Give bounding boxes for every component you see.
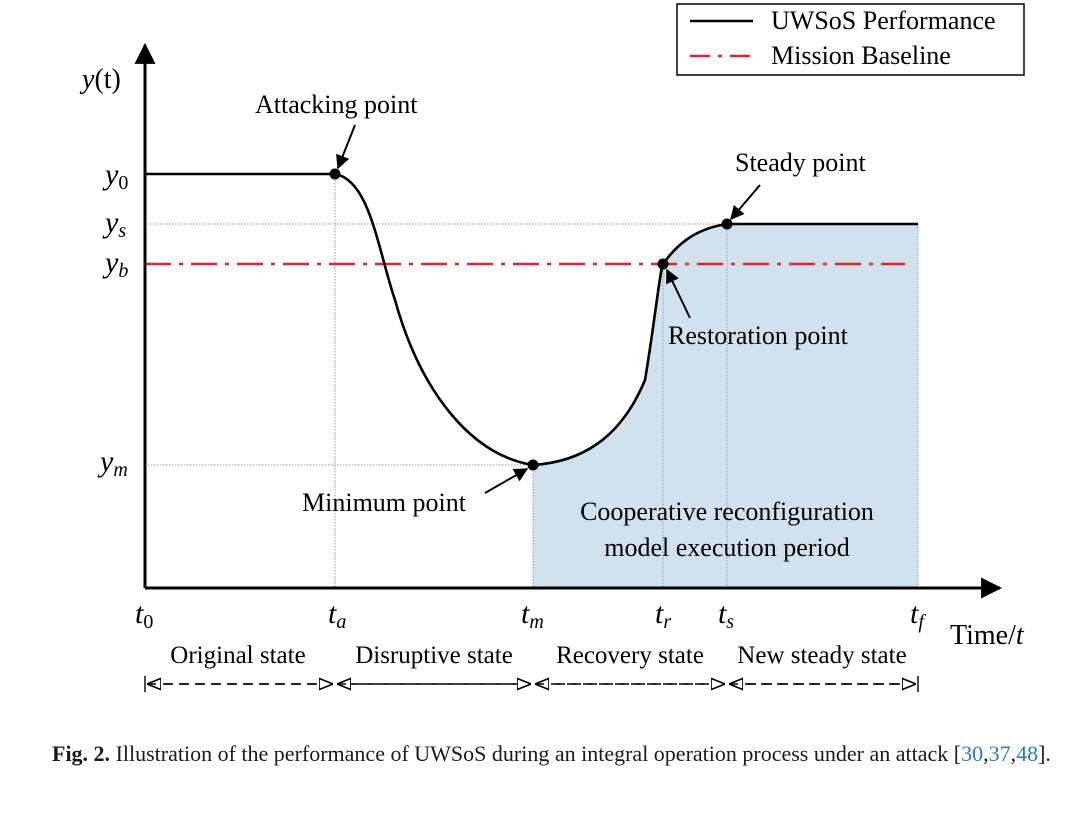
legend-item-baseline: Mission Baseline xyxy=(771,41,951,70)
legend-box xyxy=(676,3,1025,76)
x-tick-ts: ts xyxy=(718,597,734,633)
annotation-arrows xyxy=(336,124,761,494)
minimum-point-label: Minimum point xyxy=(302,488,467,517)
caption-ref-30[interactable]: 30 xyxy=(961,741,984,766)
execution-period-line1: Cooperative reconfiguration xyxy=(580,497,874,526)
x-tick-t0: t0 xyxy=(135,597,153,633)
key-points xyxy=(329,168,733,471)
attacking-arrow xyxy=(336,124,356,170)
attacking-point-label: Attacking point xyxy=(255,90,418,119)
performance-diagram: UWSoS Performance Mission Baseline y(t) … xyxy=(79,3,1025,692)
restoration-point-marker xyxy=(657,258,669,270)
figure-caption: Fig. 2. Illustration of the performance … xyxy=(52,741,1051,766)
x-tick-labels: t0 ta tm tr ts tf xyxy=(135,597,926,633)
x-tick-ta: ta xyxy=(328,597,346,633)
x-axis-label: Time/t xyxy=(950,620,1025,651)
restoration-arrow xyxy=(666,268,691,319)
caption-ref-48[interactable]: 48 xyxy=(1016,741,1039,766)
point-labels: Attacking point Steady point Restoration… xyxy=(255,90,866,517)
steady-point-marker xyxy=(721,218,733,230)
state-new-steady: New steady state xyxy=(737,642,906,669)
caption-text: Illustration of the performance of UWSoS… xyxy=(110,741,962,766)
caption-label: Fig. 2. xyxy=(52,741,111,766)
x-tick-tm: tm xyxy=(521,597,544,633)
restoration-point-label: Restoration point xyxy=(668,321,849,350)
y-axis-label: y(t) xyxy=(79,64,121,95)
y-tick-labels: y0 ys yb ym xyxy=(97,158,128,481)
y-tick-yb: yb xyxy=(102,246,128,282)
minimum-arrow xyxy=(484,468,529,494)
y-tick-y0: y0 xyxy=(102,158,128,194)
guide-lines xyxy=(145,174,919,588)
y-tick-ym: ym xyxy=(97,445,128,481)
attacking-point-marker xyxy=(329,168,341,180)
steady-arrow xyxy=(730,184,761,221)
caption-ref-37[interactable]: 37 xyxy=(988,741,1011,766)
legend-item-performance: UWSoS Performance xyxy=(771,6,996,35)
x-tick-tr: tr xyxy=(655,597,671,633)
legend: UWSoS Performance Mission Baseline xyxy=(676,3,1025,76)
state-labels: Original state Disruptive state Recovery… xyxy=(170,642,906,669)
execution-period-region xyxy=(533,224,918,588)
execution-period-label: Cooperative reconfiguration model execut… xyxy=(580,497,874,562)
state-intervals xyxy=(144,676,919,692)
state-recovery: Recovery state xyxy=(556,642,704,669)
steady-point-label: Steady point xyxy=(735,148,866,177)
x-tick-tf: tf xyxy=(910,597,926,633)
y-tick-ys: ys xyxy=(102,206,126,242)
execution-period-line2: model execution period xyxy=(604,533,849,562)
state-disruptive: Disruptive state xyxy=(355,642,513,669)
state-original: Original state xyxy=(170,642,305,669)
minimum-point-marker xyxy=(527,459,539,471)
